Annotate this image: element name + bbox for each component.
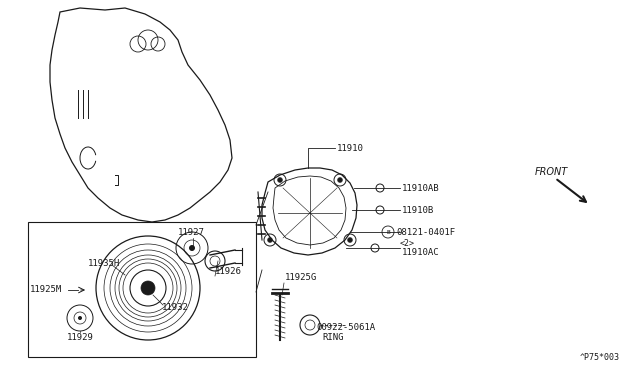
Text: <2>: <2> (400, 238, 415, 247)
Circle shape (78, 316, 82, 320)
Text: 11925M: 11925M (30, 285, 62, 295)
Text: 11910AC: 11910AC (402, 247, 440, 257)
Text: 11925G: 11925G (285, 273, 317, 282)
Circle shape (141, 281, 155, 295)
Text: 08121-0401F: 08121-0401F (396, 228, 455, 237)
Text: 11927: 11927 (178, 228, 205, 237)
Circle shape (189, 245, 195, 251)
Text: B: B (386, 230, 390, 234)
Text: 11932: 11932 (162, 302, 189, 311)
Text: RING: RING (322, 334, 344, 343)
Circle shape (337, 177, 342, 183)
Text: 11910B: 11910B (402, 205, 435, 215)
Circle shape (371, 244, 379, 252)
Circle shape (376, 206, 384, 214)
Text: 11910: 11910 (337, 144, 364, 153)
Circle shape (376, 184, 384, 192)
Text: 11935H: 11935H (88, 259, 120, 267)
Circle shape (268, 237, 273, 243)
Circle shape (348, 237, 353, 243)
Text: 00922-5061A: 00922-5061A (316, 324, 375, 333)
Text: FRONT: FRONT (535, 167, 568, 177)
Bar (28, 222, 256, 357)
Circle shape (278, 177, 282, 183)
Text: 11926: 11926 (215, 267, 242, 276)
Text: 11929: 11929 (67, 334, 93, 343)
Text: 11910AB: 11910AB (402, 183, 440, 192)
Text: ^P75*003: ^P75*003 (580, 353, 620, 362)
